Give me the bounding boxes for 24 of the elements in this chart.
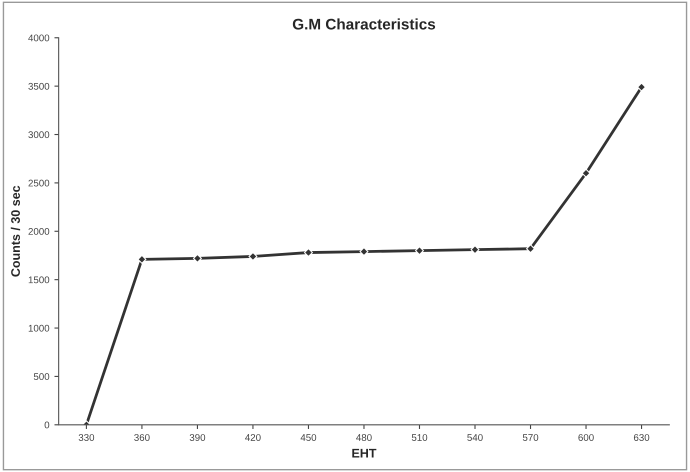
y-tick-label: 4000 (28, 34, 50, 42)
x-tick-label: 330 (78, 434, 94, 441)
x-tick-label: 600 (578, 434, 594, 441)
y-tick-label: 2000 (28, 228, 50, 235)
y-tick-label: 1000 (28, 324, 50, 332)
x-tick-label: 390 (190, 434, 206, 441)
x-tick-label: 630 (634, 434, 650, 441)
x-tick-label: 540 (467, 434, 483, 441)
y-tick-label: 3500 (28, 82, 50, 90)
y-tick-label: 2500 (28, 180, 50, 187)
y-tick-label: 1500 (28, 276, 50, 284)
x-tick-label: 360 (134, 434, 150, 441)
x-axis-title: EHT (352, 448, 376, 458)
chart-title: G.M Characteristics (292, 18, 436, 30)
x-tick-label: 450 (300, 434, 316, 441)
x-tick-label: 570 (522, 434, 538, 441)
y-tick-label: 3000 (28, 131, 50, 138)
y-tick-label: 0 (44, 422, 50, 428)
x-tick-label: 480 (356, 434, 372, 441)
y-tick-label: 500 (34, 373, 50, 380)
x-tick-label: 510 (412, 434, 428, 441)
y-axis-title: Counts / 30 sec (10, 186, 20, 277)
point (582, 168, 590, 178)
x-tick-label: 420 (245, 434, 261, 441)
